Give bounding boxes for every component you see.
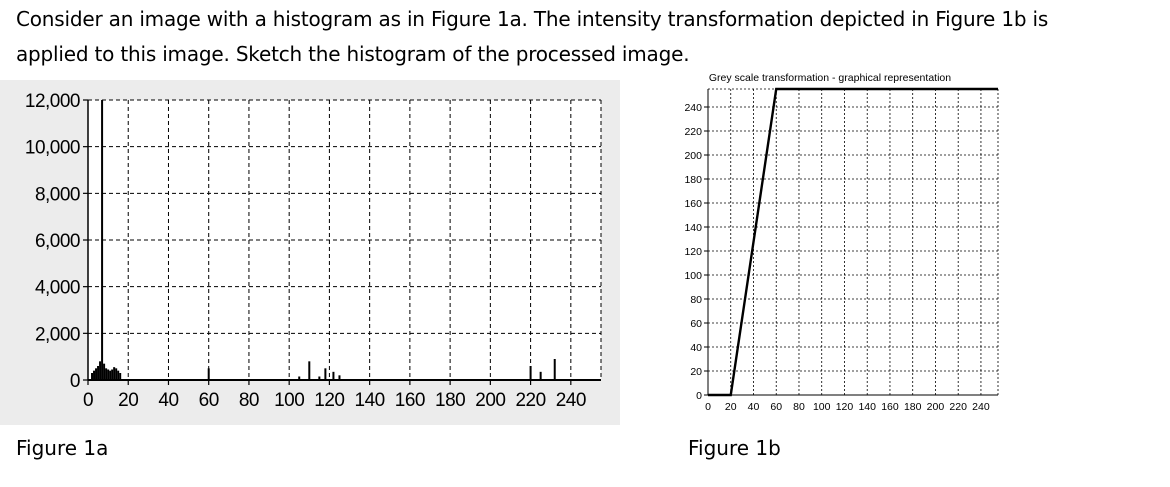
histogram-bar: [119, 373, 122, 380]
histogram-chart: 0 20 40 60 80 100 120 140 160 180 200 220 240 0 2,000…: [0, 80, 620, 425]
histogram-y-tick-label: 4,000: [35, 278, 80, 299]
histogram-bar: [107, 369, 110, 380]
transformation-x-tick-label: 240: [972, 401, 990, 413]
histogram-x-tick-label: 80: [239, 390, 259, 411]
histogram-bar: [318, 376, 321, 380]
histogram-bar: [539, 371, 542, 380]
histogram-y-tick-label: 6,000: [35, 231, 80, 252]
histogram-bar: [113, 367, 116, 380]
transformation-y-tick-label: 200: [684, 150, 702, 162]
transformation-y-tick-label: 0: [696, 390, 702, 402]
transformation-x-tick-label: 140: [858, 401, 876, 413]
histogram-y-tick-label: 12,000: [25, 91, 80, 112]
transformation-x-tick-label: 60: [770, 401, 782, 413]
histogram-bar: [99, 361, 102, 380]
histogram-y-tick-label: 2,000: [35, 324, 80, 345]
transformation-x-tick-label: 100: [813, 401, 831, 413]
transformation-y-tick-label: 100: [684, 270, 702, 282]
histogram-bar: [529, 366, 532, 380]
histogram-bar: [105, 368, 108, 380]
histogram-bar: [332, 371, 335, 380]
transformation-y-tick-label: 160: [684, 198, 702, 210]
transformation-plot-area: [708, 89, 998, 395]
figure-1a-caption: Figure 1a: [16, 436, 109, 460]
transformation-title: Grey scale transformation - graphical re…: [709, 72, 951, 84]
histogram-x-tick-label: 180: [435, 390, 465, 411]
transformation-x-tick-label: 0: [705, 401, 711, 413]
histogram-x-tick-label: 20: [118, 390, 138, 411]
transformation-x-tick-label: 220: [949, 401, 967, 413]
histogram-bar: [97, 366, 100, 380]
histogram-y-tick-label: 10,000: [25, 138, 80, 159]
histogram-bar: [324, 368, 327, 380]
histogram-bar: [93, 370, 96, 380]
histogram-x-tick-label: 60: [199, 390, 219, 411]
histogram-bar: [91, 373, 94, 380]
histogram-bar: [95, 368, 98, 380]
transformation-x-tick-label: 20: [725, 401, 737, 413]
transformation-x-tick-label: 160: [881, 401, 899, 413]
transformation-y-tick-label: 60: [690, 318, 702, 330]
transformation-curve: [708, 87, 998, 397]
histogram-x-tick-label: 0: [83, 390, 93, 411]
histogram-y-tick-label: 0: [70, 371, 80, 392]
transformation-x-tick-label: 200: [927, 401, 945, 413]
histogram-x-tick-label: 200: [475, 390, 505, 411]
histogram-bar: [553, 359, 556, 380]
transformation-x-tick-label: 180: [904, 401, 922, 413]
transformation-x-tick-label: 120: [836, 401, 854, 413]
histogram-x-tick-label: 160: [395, 390, 425, 411]
transformation-x-tick-label: 40: [748, 401, 760, 413]
histogram-bar: [338, 375, 341, 380]
transformation-y-tick-label: 180: [684, 174, 702, 186]
transformation-y-tick-label: 120: [684, 246, 702, 258]
histogram-bar: [111, 369, 114, 380]
histogram-x-tick-label: 40: [158, 390, 178, 411]
transformation-y-tick-label: 40: [690, 342, 702, 354]
histogram-x-tick-label: 120: [314, 390, 344, 411]
transformation-y-tick-label: 140: [684, 222, 702, 234]
histogram-x-tick-label: 140: [355, 390, 385, 411]
transformation-chart: Grey scale transformation - graphical re…: [684, 72, 999, 413]
histogram-bar: [298, 376, 301, 380]
histogram-bar: [117, 370, 120, 380]
histogram-bar: [115, 368, 118, 380]
transformation-y-tick-label: 220: [684, 126, 702, 138]
histogram-x-tick-label: 220: [515, 390, 545, 411]
histogram-bar: [101, 100, 104, 380]
question-line-1: Consider an image with a histogram as in…: [16, 7, 1049, 31]
histogram-x-tick-label: 100: [274, 390, 304, 411]
transformation-x-tick-label: 80: [793, 401, 805, 413]
histogram-bar: [308, 361, 311, 380]
question-text: Consider an image with a histogram as in…: [16, 2, 1156, 72]
transformation-y-tick-label: 20: [690, 366, 702, 378]
histogram-x-tick-label: 240: [556, 390, 586, 411]
histogram-bar: [207, 368, 210, 380]
transformation-y-tick-label: 240: [684, 102, 702, 114]
histogram-bar: [103, 363, 106, 380]
histogram-bar: [109, 370, 112, 380]
figure-1b-caption: Figure 1b: [688, 436, 781, 460]
histogram-y-tick-label: 8,000: [35, 184, 80, 205]
transformation-y-tick-label: 80: [690, 294, 702, 306]
question-line-2: applied to this image. Sketch the histog…: [16, 42, 690, 66]
